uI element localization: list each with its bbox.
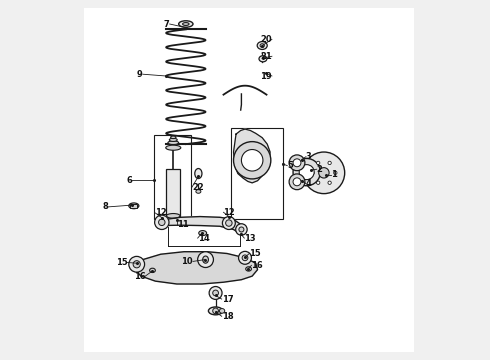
Text: 15: 15: [249, 249, 261, 258]
Circle shape: [311, 171, 314, 175]
Circle shape: [155, 215, 169, 229]
Ellipse shape: [167, 213, 180, 218]
Ellipse shape: [168, 141, 179, 144]
Circle shape: [197, 252, 214, 267]
Circle shape: [293, 178, 301, 186]
Ellipse shape: [149, 268, 155, 273]
Bar: [167, 169, 180, 216]
Ellipse shape: [199, 230, 207, 235]
Circle shape: [213, 308, 219, 314]
Text: 22: 22: [192, 183, 204, 192]
Ellipse shape: [245, 267, 251, 271]
Circle shape: [317, 181, 320, 184]
Circle shape: [242, 255, 248, 261]
Ellipse shape: [196, 190, 201, 193]
Circle shape: [328, 181, 331, 184]
Bar: [130, 204, 137, 208]
Circle shape: [289, 155, 305, 171]
Polygon shape: [136, 252, 258, 284]
Circle shape: [133, 261, 140, 268]
Ellipse shape: [183, 23, 189, 26]
Bar: [153, 135, 191, 220]
Ellipse shape: [220, 309, 225, 313]
Text: 3: 3: [306, 152, 312, 161]
Text: 1: 1: [331, 170, 337, 179]
Circle shape: [293, 159, 301, 167]
Text: 15: 15: [116, 258, 127, 267]
Circle shape: [293, 158, 320, 186]
Circle shape: [239, 227, 244, 232]
Polygon shape: [234, 129, 270, 183]
Circle shape: [209, 287, 222, 300]
Text: 10: 10: [181, 257, 193, 266]
Ellipse shape: [179, 21, 193, 27]
Circle shape: [303, 152, 344, 194]
Ellipse shape: [203, 256, 208, 263]
Text: 17: 17: [221, 294, 233, 303]
Text: 21: 21: [260, 52, 272, 61]
Ellipse shape: [259, 56, 267, 62]
Circle shape: [236, 224, 247, 235]
Polygon shape: [161, 217, 242, 234]
Text: 13: 13: [245, 234, 256, 243]
Text: 19: 19: [260, 72, 272, 81]
Text: 16: 16: [251, 261, 263, 270]
Bar: [231, 128, 283, 220]
Circle shape: [239, 251, 251, 264]
Circle shape: [225, 220, 232, 226]
Text: 14: 14: [197, 234, 209, 243]
Circle shape: [334, 171, 337, 175]
Ellipse shape: [171, 136, 176, 139]
Ellipse shape: [166, 145, 181, 150]
Text: 20: 20: [260, 35, 272, 44]
Circle shape: [222, 217, 235, 229]
Circle shape: [242, 149, 263, 171]
Text: 16: 16: [134, 271, 146, 280]
Text: 8: 8: [102, 202, 108, 211]
Ellipse shape: [257, 41, 267, 49]
Text: 9: 9: [137, 70, 143, 79]
Ellipse shape: [129, 203, 139, 209]
Text: 7: 7: [164, 19, 170, 28]
Circle shape: [317, 161, 320, 165]
Text: 12: 12: [223, 208, 235, 217]
Text: 18: 18: [221, 312, 233, 321]
Text: 12: 12: [155, 208, 167, 217]
Ellipse shape: [195, 168, 202, 179]
Circle shape: [299, 165, 314, 180]
Circle shape: [159, 219, 165, 226]
Ellipse shape: [260, 44, 265, 47]
Circle shape: [328, 161, 331, 165]
Circle shape: [289, 174, 305, 190]
Ellipse shape: [170, 138, 177, 141]
Ellipse shape: [208, 307, 223, 315]
Text: 5: 5: [287, 161, 293, 170]
Text: 6: 6: [126, 176, 132, 185]
Circle shape: [234, 141, 271, 179]
Circle shape: [318, 168, 329, 178]
Text: 4: 4: [306, 179, 312, 188]
Text: 2: 2: [317, 165, 322, 174]
Circle shape: [213, 290, 219, 296]
Text: 11: 11: [177, 220, 189, 229]
Circle shape: [129, 256, 145, 272]
